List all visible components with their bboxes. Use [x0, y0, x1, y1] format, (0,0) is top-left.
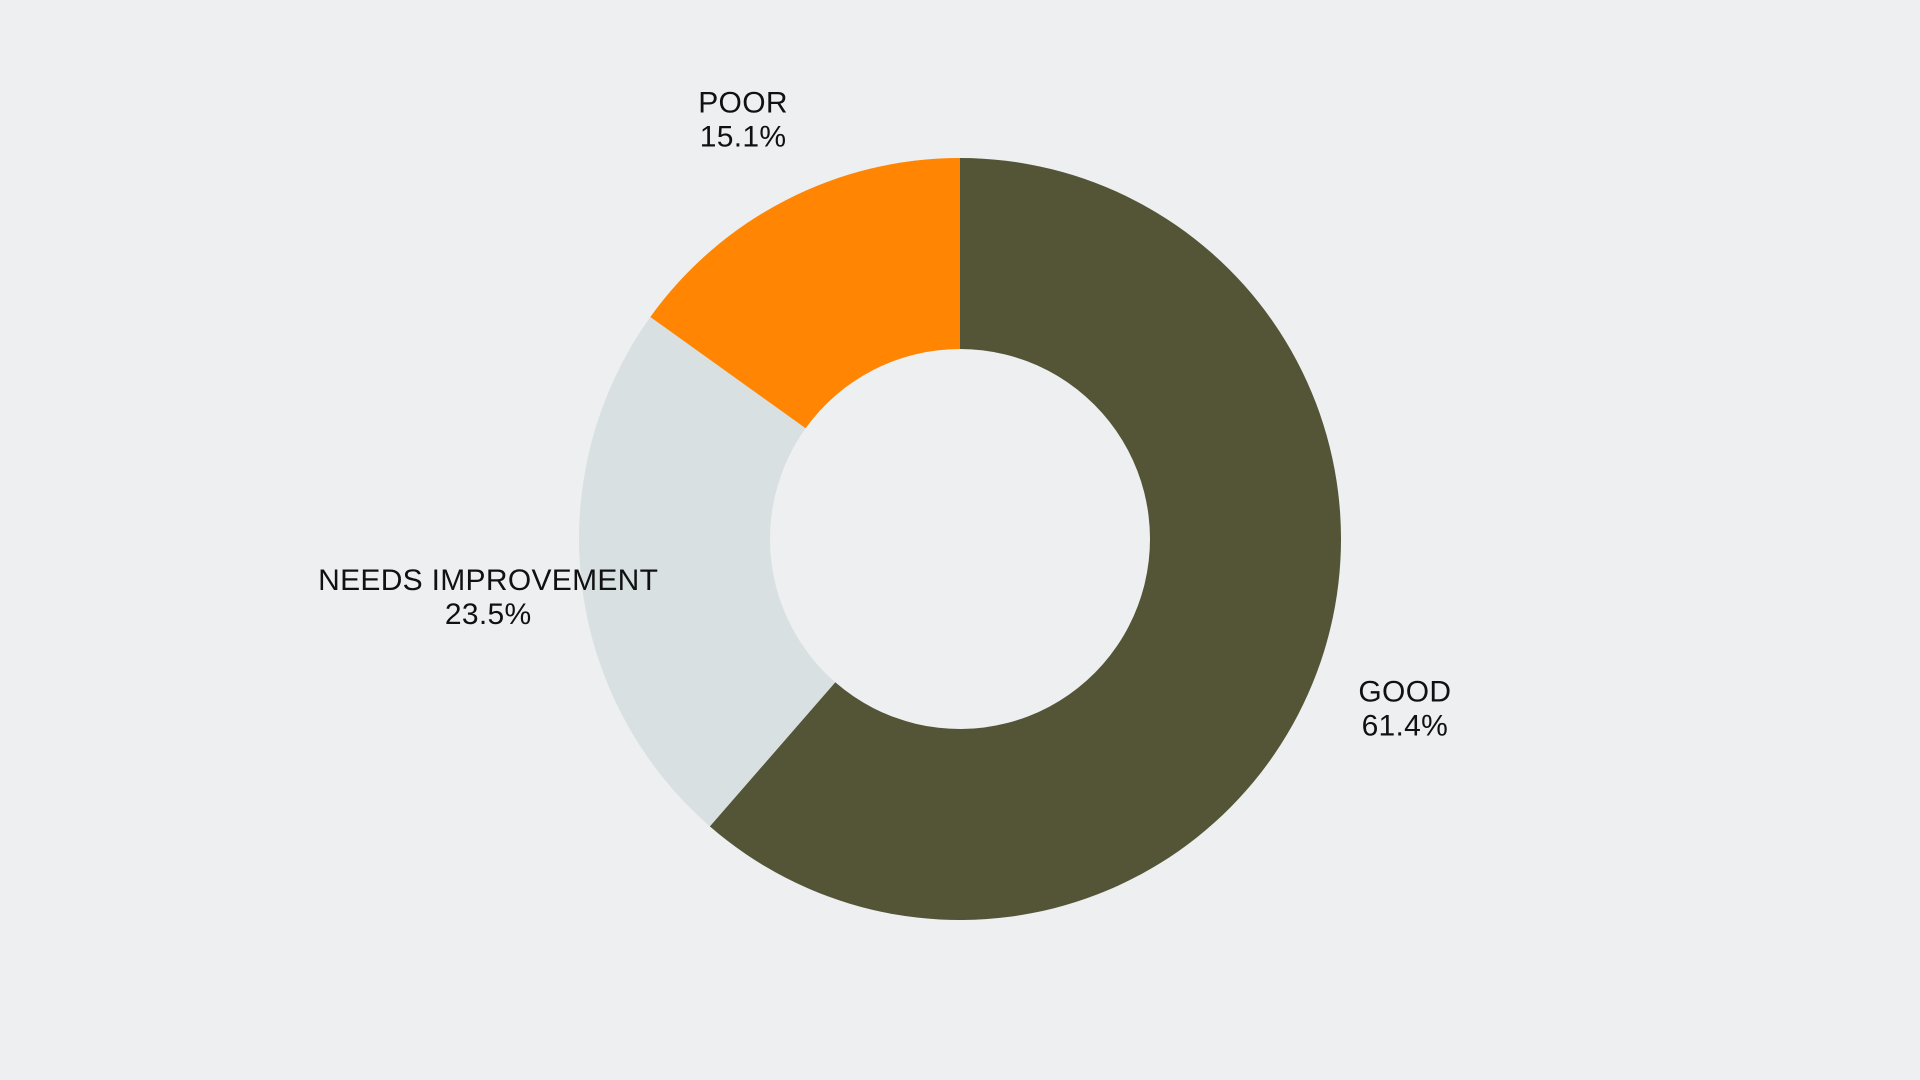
slice-value-poor: 15.1% — [700, 120, 787, 153]
slice-value-good: 61.4% — [1362, 710, 1449, 743]
slice-needs-improvement — [579, 316, 836, 827]
slice-poor — [650, 157, 960, 429]
slice-category-good: GOOD — [1358, 676, 1451, 709]
slice-label-good: GOOD 61.4% — [1358, 676, 1451, 743]
slice-good — [709, 158, 1342, 920]
slice-value-needs-improvement: 23.5% — [445, 598, 532, 631]
slice-label-needs-improvement: NEEDS IMPROVEMENT 23.5% — [318, 564, 658, 631]
slice-category-needs-improvement: NEEDS IMPROVEMENT — [318, 564, 658, 597]
labels-layer: GOOD 61.4% NEEDS IMPROVEMENT 23.5% POOR 15.1% — [318, 86, 1451, 742]
slice-label-poor: POOR 15.1% — [698, 86, 788, 153]
slices-layer — [579, 157, 1342, 920]
slice-category-poor: POOR — [698, 86, 788, 119]
